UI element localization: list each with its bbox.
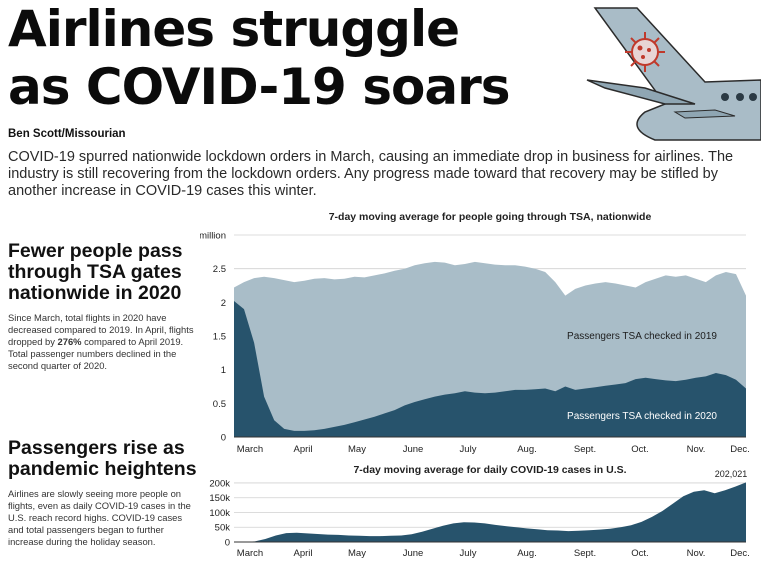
section1-title: Fewer people pass through TSA gates nati…: [8, 240, 183, 304]
chart2-x-tick-label: March: [237, 548, 263, 559]
chart1-title: 7-day moving average for people going th…: [329, 211, 652, 223]
chart2-x-tick-label: June: [403, 548, 424, 559]
headline: Airlines struggle as COVID-19 soars: [8, 0, 511, 116]
chart1-x-tick-label: Oct.: [631, 444, 648, 455]
airplane-tail-icon: [586, 7, 761, 141]
section1-body-post: compared to April 2019. Total passenger …: [8, 336, 184, 371]
chart2-y-tick-label: 200k: [209, 478, 230, 489]
chart2-x-tick-label: Sept.: [574, 548, 596, 559]
chart1-y-tick-label: 0.5: [213, 399, 226, 410]
series-2020-label: Passengers TSA checked in 2020: [567, 411, 717, 422]
chart2-x-tick-label: Nov.: [687, 548, 706, 559]
headline-line-2: as COVID-19 soars: [8, 58, 511, 116]
chart1-x-tick-label: June: [403, 444, 424, 455]
intro-paragraph: COVID-19 spurred nationwide lockdown ord…: [8, 149, 734, 199]
chart1-y-tick-label: 1: [221, 365, 226, 376]
covid-cases-area: [234, 482, 746, 542]
series-2020-area: [234, 301, 746, 437]
chart1-x-tick-label: May: [348, 444, 366, 455]
chart1-x-tick-label: Aug.: [517, 444, 537, 455]
chart2-y-tick-label: 50k: [215, 523, 231, 534]
peak-value-label: 202,021: [715, 469, 748, 479]
covid-cases-chart: 7-day moving average for daily COVID-19 …: [209, 464, 750, 559]
chart1-x-tick-label: April: [293, 444, 312, 455]
chart1-y-tick-label: 1.5: [213, 332, 226, 343]
chart2-x-tick-label: Oct.: [631, 548, 648, 559]
chart2-x-tick-label: Aug.: [517, 548, 537, 559]
chart1-x-tick-label: Dec.: [730, 444, 750, 455]
series-2019-label: Passengers TSA checked in 2019: [567, 331, 717, 342]
chart1-x-tick-label: Nov.: [687, 444, 706, 455]
chart2-x-tick-label: July: [460, 548, 477, 559]
chart2-x-tick-label: Dec.: [730, 548, 750, 559]
chart2-x-tick-label: April: [293, 548, 312, 559]
section1-body-bold: 276%: [57, 336, 82, 347]
chart1-y-tick-label: 2.5: [213, 264, 226, 275]
tsa-chart: 7-day moving average for people going th…: [200, 211, 750, 455]
chart1-y-tick-label: 2: [221, 298, 226, 309]
section2-body: Airlines are slowly seeing more people o…: [8, 488, 191, 547]
chart2-y-tick-label: 150k: [209, 493, 230, 504]
byline: Ben Scott/Missourian: [8, 128, 126, 140]
section1-body: Since March, total flights in 2020 have …: [8, 312, 196, 372]
chart1-x-tick-label: March: [237, 444, 263, 455]
chart1-x-tick-label: Sept.: [574, 444, 596, 455]
chart1-y-tick-label: 0: [221, 433, 226, 444]
coronavirus-icon: [625, 32, 665, 72]
chart2-y-tick-label: 0: [225, 538, 230, 549]
headline-line-1: Airlines struggle: [8, 0, 460, 58]
chart2-x-tick-label: May: [348, 548, 366, 559]
chart1-x-tick-label: July: [460, 444, 477, 455]
chart2-y-tick-label: 100k: [209, 508, 230, 519]
section1-body-pre: Since March, total flights in 2020 have …: [8, 312, 194, 347]
section2-title: Passengers rise as pandemic heightens: [8, 437, 197, 480]
chart1-y-tick-label: 3 million: [200, 231, 226, 242]
chart2-title: 7-day moving average for daily COVID-19 …: [353, 464, 626, 476]
